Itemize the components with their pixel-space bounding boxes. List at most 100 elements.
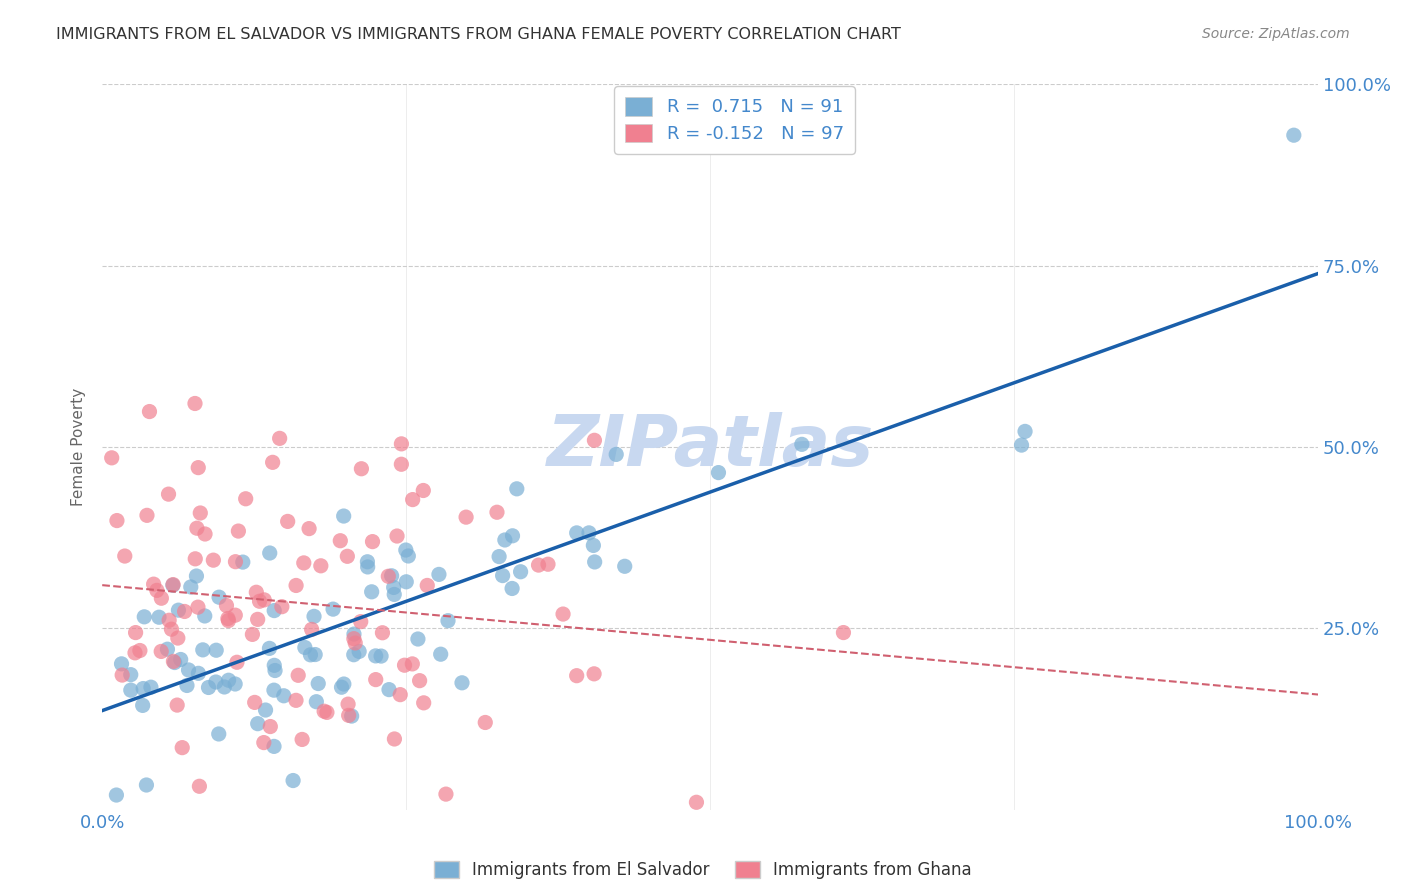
Point	[337, 708, 360, 723]
Point	[262, 455, 284, 469]
Point	[111, 668, 134, 682]
Point	[408, 673, 430, 688]
Point	[343, 632, 366, 646]
Point	[136, 508, 159, 523]
Point	[135, 778, 157, 792]
Point	[259, 641, 281, 656]
Point	[382, 587, 405, 601]
Point	[502, 529, 524, 543]
Point	[389, 688, 412, 702]
Point	[132, 681, 155, 696]
Point	[242, 627, 264, 641]
Point	[177, 663, 200, 677]
Point	[217, 611, 239, 625]
Point	[208, 727, 231, 741]
Point	[378, 682, 401, 697]
Point	[187, 600, 209, 615]
Point	[364, 648, 387, 663]
Point	[217, 614, 239, 628]
Point	[105, 514, 128, 528]
Point	[114, 549, 136, 563]
Point	[167, 603, 190, 617]
Point	[412, 696, 434, 710]
Point	[391, 437, 413, 451]
Point	[437, 614, 460, 628]
Point	[156, 642, 179, 657]
Point	[371, 625, 394, 640]
Point	[685, 795, 707, 809]
Point	[285, 578, 308, 592]
Point	[343, 627, 366, 641]
Point	[188, 506, 211, 520]
Point	[235, 491, 257, 506]
Point	[304, 648, 326, 662]
Point	[254, 703, 277, 717]
Legend: R =  0.715   N = 91, R = -0.152   N = 97: R = 0.715 N = 91, R = -0.152 N = 97	[614, 87, 855, 153]
Point	[406, 632, 429, 646]
Point	[294, 640, 316, 655]
Point	[485, 505, 508, 519]
Point	[124, 646, 146, 660]
Point	[215, 599, 238, 613]
Point	[197, 681, 219, 695]
Point	[401, 492, 423, 507]
Point	[277, 515, 299, 529]
Point	[269, 431, 291, 445]
Point	[578, 525, 600, 540]
Point	[501, 582, 523, 596]
Point	[169, 652, 191, 666]
Point	[273, 689, 295, 703]
Point	[429, 647, 451, 661]
Point	[299, 648, 322, 662]
Point	[427, 567, 450, 582]
Point	[184, 551, 207, 566]
Point	[356, 555, 378, 569]
Point	[396, 549, 419, 563]
Point	[150, 591, 173, 606]
Point	[139, 680, 162, 694]
Point	[360, 584, 382, 599]
Point	[146, 583, 169, 598]
Point	[259, 720, 281, 734]
Text: ZIPatlas: ZIPatlas	[547, 412, 875, 482]
Point	[330, 680, 353, 694]
Point	[343, 648, 366, 662]
Point	[583, 555, 606, 569]
Legend: Immigrants from El Salvador, Immigrants from Ghana: Immigrants from El Salvador, Immigrants …	[427, 854, 979, 886]
Point	[451, 675, 474, 690]
Point	[166, 698, 188, 712]
Point	[205, 643, 228, 657]
Point	[162, 578, 184, 592]
Point	[188, 779, 211, 793]
Point	[191, 643, 214, 657]
Point	[314, 704, 336, 718]
Point	[205, 675, 228, 690]
Point	[506, 482, 529, 496]
Point	[246, 716, 269, 731]
Point	[157, 487, 180, 501]
Point	[364, 673, 387, 687]
Point	[259, 546, 281, 560]
Point	[565, 668, 588, 682]
Point	[434, 787, 457, 801]
Point	[474, 715, 496, 730]
Point	[270, 599, 292, 614]
Point	[329, 533, 352, 548]
Point	[333, 677, 356, 691]
Point	[292, 556, 315, 570]
Point	[494, 533, 516, 547]
Point	[361, 534, 384, 549]
Point	[263, 604, 285, 618]
Point	[253, 593, 276, 607]
Point	[332, 509, 354, 524]
Point	[316, 706, 339, 720]
Point	[394, 658, 416, 673]
Text: IMMIGRANTS FROM EL SALVADOR VS IMMIGRANTS FROM GHANA FEMALE POVERTY CORRELATION : IMMIGRANTS FROM EL SALVADOR VS IMMIGRANT…	[56, 27, 901, 42]
Point	[412, 483, 434, 498]
Point	[166, 631, 188, 645]
Text: Source: ZipAtlas.com: Source: ZipAtlas.com	[1202, 27, 1350, 41]
Point	[582, 538, 605, 552]
Point	[128, 643, 150, 657]
Point	[537, 558, 560, 572]
Point	[790, 437, 813, 451]
